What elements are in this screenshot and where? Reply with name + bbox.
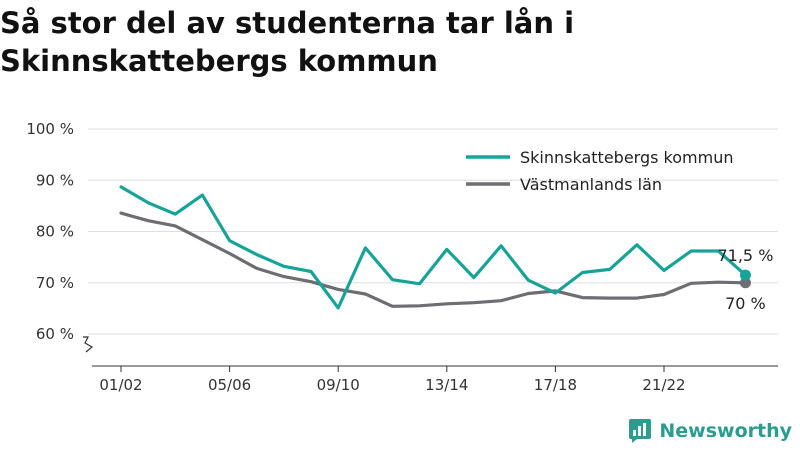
chart-title: Så stor del av studenterna tar lån i Ski… [0, 6, 575, 78]
end-labels: 71,5 % 70 % [717, 246, 773, 313]
x-tick-label: 13/14 [425, 376, 468, 394]
y-tick-label: 90 % [36, 171, 74, 189]
axes: 60 % 70 % 80 % 90 % 100 % 01/02 05/06 09/10 13/1… [26, 120, 778, 394]
series-endpoint-skinnskattebergs-kommun [739, 269, 751, 281]
series-endpoint-västmanlands-län [739, 277, 751, 289]
y-tick-label: 80 % [36, 223, 74, 241]
y-tick-label: 70 % [36, 274, 74, 292]
legend: Skinnskattebergs kommun Västmanlands län [466, 148, 733, 194]
series-line-skinnskattebergs-kommun [119, 185, 748, 310]
brand-name: Newsworthy [659, 420, 792, 442]
legend-label: Västmanlands län [520, 175, 662, 194]
axis-break-icon [83, 336, 94, 353]
x-tick-label: 09/10 [317, 376, 360, 394]
newsworthy-logo-icon [629, 419, 652, 443]
end-label: 71,5 % [717, 246, 773, 265]
legend-label: Skinnskattebergs kommun [520, 148, 733, 167]
series-lines [119, 185, 751, 310]
x-tick-label: 01/02 [99, 376, 142, 394]
grid-lines [88, 128, 778, 335]
end-label: 70 % [725, 294, 766, 313]
x-tick-label: 17/18 [534, 376, 577, 394]
y-tick-label: 100 % [26, 120, 74, 138]
brand: Newsworthy [627, 418, 792, 444]
x-tick-label: 05/06 [208, 376, 251, 394]
x-tick-label: 21/22 [642, 376, 685, 394]
series-line-västmanlands-län [119, 211, 748, 308]
y-tick-label: 60 % [36, 325, 74, 343]
